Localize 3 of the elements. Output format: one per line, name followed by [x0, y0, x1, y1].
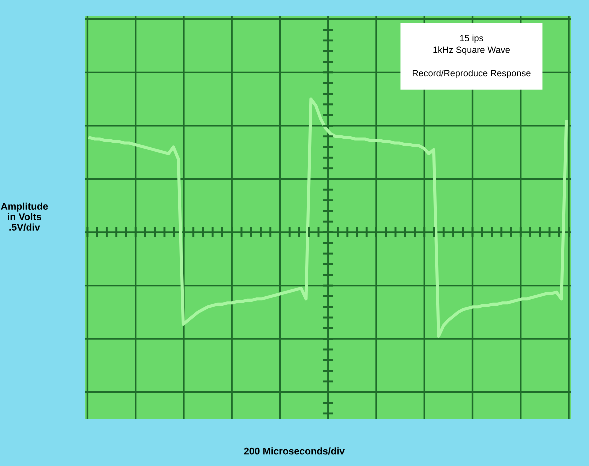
text: 15 ips 1kHz Square Wave Record/Reproduce Response: [412, 34, 531, 78]
text: 200 Microseconds/div: [244, 448, 345, 455]
y-axis-title: Amplitude in Volts .5V/div: [1, 202, 48, 232]
